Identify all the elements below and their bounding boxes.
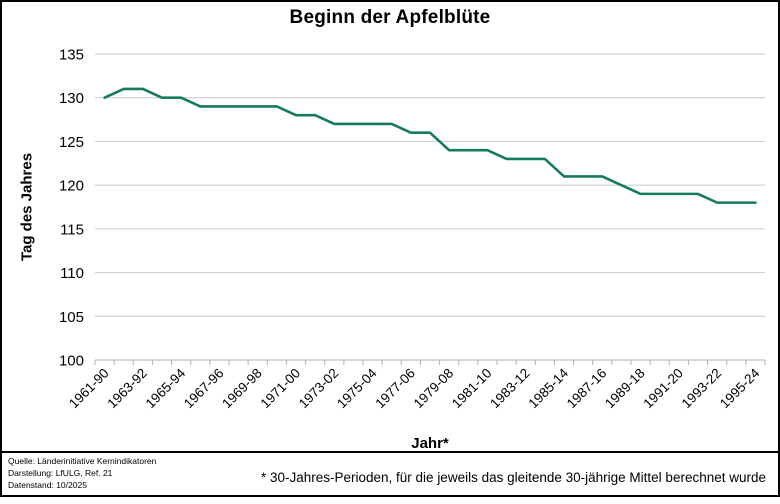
chart-title: Beginn der Apfelblüte [289,7,491,28]
x-tick-label: 1989-18 [602,366,648,412]
y-tick-label: 110 [60,265,84,282]
y-axis-title: Tag des Jahres [18,152,36,262]
source-line: Quelle: Länderinitiative Kernindikatoren [8,456,157,466]
source-line: Darstellung: LfULG, Ref. 21 [8,468,113,478]
x-tick-label: 1969-98 [219,366,265,412]
x-tick-label: 1983-12 [487,366,533,412]
x-axis-title: Jahr* [411,435,449,452]
x-tick-label: 1991-20 [640,366,686,412]
source-block: Quelle: Länderinitiative Kernindikatoren… [8,455,156,491]
x-tick-label: 1979-08 [411,366,457,412]
y-tick-label: 135 [59,47,84,64]
y-tick-label: 105 [59,309,84,326]
x-tick-label: 1963-92 [104,366,150,412]
x-tick-label: 1987-16 [564,366,610,412]
y-tick-label: 100 [59,353,84,370]
x-tick-label: 1985-14 [525,365,571,411]
plot-area: 1001051101151201251301351961-901963-9219… [59,47,766,412]
x-tick-label: 1973-02 [296,366,342,412]
x-tick-label: 1967-96 [181,366,227,412]
y-tick-label: 130 [59,90,84,107]
footer-divider [0,451,780,453]
x-tick-label: 1961-90 [66,366,112,412]
y-tick-label: 120 [59,178,84,195]
x-tick-label: 1993-22 [679,366,725,412]
footnote: * 30-Jahres-Perioden, für die jeweils da… [260,470,766,485]
x-tick-label: 1981-10 [449,366,495,412]
data-line [103,87,757,204]
x-tick-label: 1965-94 [143,365,189,411]
source-line: Datenstand: 10/2025 [8,480,87,490]
footer: Quelle: Länderinitiative Kernindikatoren… [0,453,780,496]
x-tick-label: 1995-24 [717,365,763,411]
x-tick-label: 1977-06 [372,366,418,412]
x-tick-label: 1975-04 [334,365,380,411]
x-tick-label: 1971-00 [257,366,303,412]
y-tick-label: 115 [60,221,84,238]
y-tick-label: 125 [59,134,84,151]
